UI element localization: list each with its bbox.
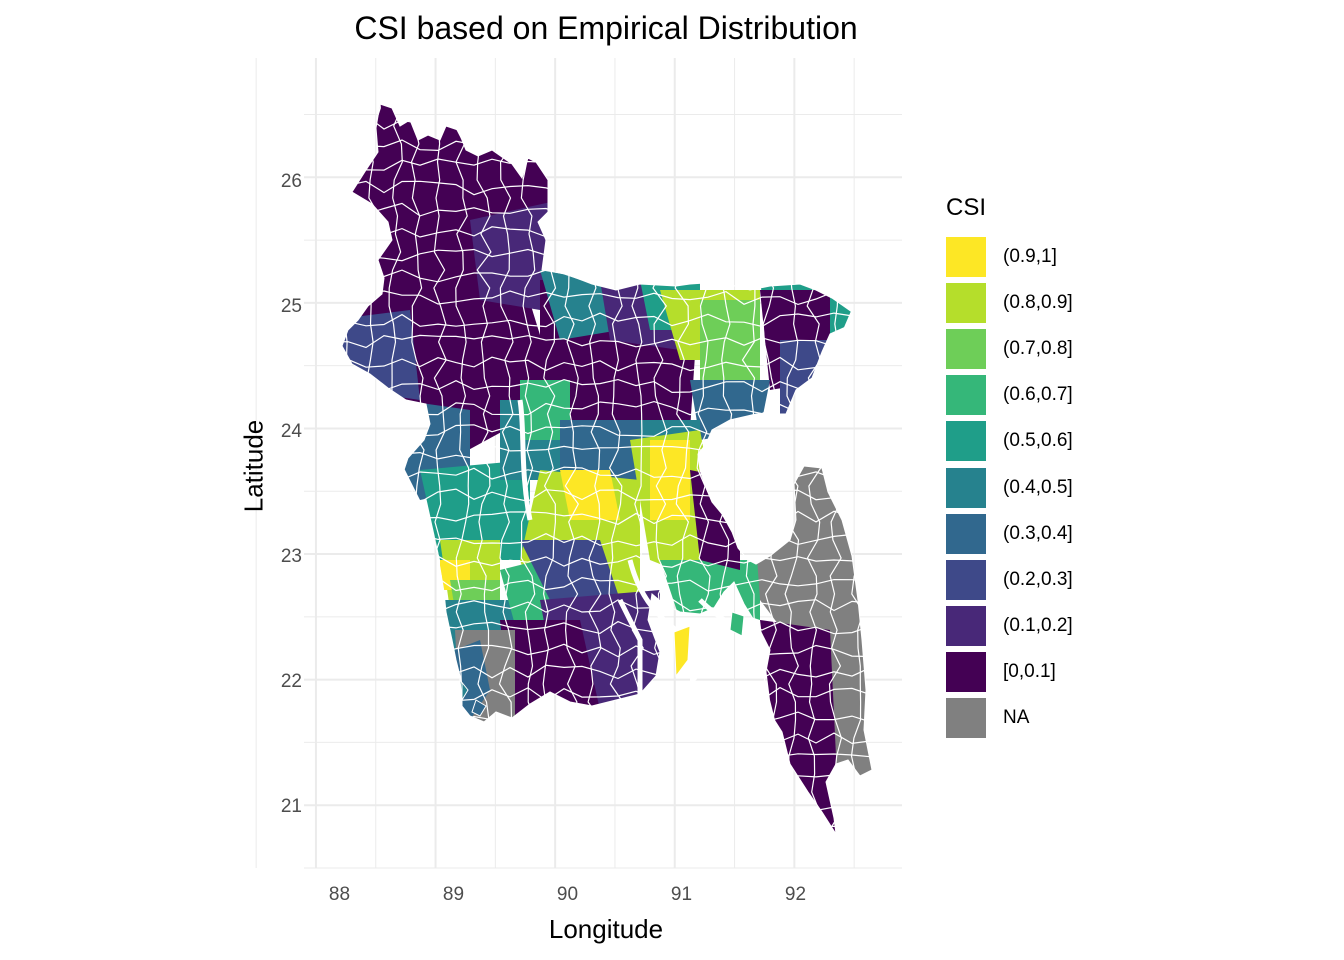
legend-label: (0.8,0.9]	[1003, 292, 1073, 314]
legend-label: (0.2,0.3]	[1003, 568, 1073, 590]
district-boundary	[342, 797, 871, 812]
legend-label: [0,0.1]	[1003, 660, 1056, 682]
legend-key-swatch	[946, 329, 986, 370]
y-tick-label: 23	[280, 546, 302, 567]
legend-item: (0.2,0.3]	[946, 557, 1073, 603]
legend-key-swatch	[946, 375, 986, 416]
y-tick-label: 21	[280, 796, 302, 817]
legend-item: [0,0.1]	[946, 649, 1073, 695]
map-region	[420, 460, 530, 560]
map-region	[540, 270, 620, 340]
legend-label: (0.5,0.6]	[1003, 430, 1073, 452]
legend-key-swatch	[946, 651, 986, 692]
legend: CSI (0.9,1] (0.8,0.9] (0.7,0.8] (0.6,0.7] (0…	[946, 194, 1073, 741]
legend-item: (0.8,0.9]	[946, 280, 1073, 326]
legend-title: CSI	[946, 194, 987, 221]
district-boundary	[718, 104, 734, 834]
legend-item: (0.1,0.2]	[946, 603, 1073, 649]
district-boundary	[476, 104, 492, 834]
legend-label: (0.7,0.8]	[1003, 338, 1073, 360]
map-region	[700, 300, 760, 390]
legend-key-swatch	[946, 467, 986, 508]
district-boundary	[342, 378, 871, 394]
district-boundary	[873, 90, 886, 846]
legend-label: (0.9,1]	[1003, 246, 1057, 268]
legend-label: (0.3,0.4]	[1003, 522, 1073, 544]
map-region	[342, 310, 420, 400]
y-tick-label: 24	[280, 421, 302, 442]
district-boundary	[342, 290, 871, 306]
district-boundary	[342, 818, 871, 834]
legend-key-swatch	[946, 559, 986, 600]
district-boundary	[762, 104, 778, 834]
island-region	[729, 611, 745, 637]
legend-item: (0.6,0.7]	[946, 372, 1073, 418]
district-boundary	[342, 104, 871, 107]
river-line	[617, 598, 643, 700]
district-boundary	[740, 104, 756, 834]
district-boundary	[342, 334, 871, 349]
legend-items: (0.9,1] (0.8,0.9] (0.7,0.8] (0.6,0.7] (0.5,0…	[946, 234, 1073, 741]
plot-title: CSI based on Empirical Distribution	[354, 10, 858, 46]
island-region	[673, 625, 691, 678]
legend-key-swatch	[946, 697, 986, 738]
y-axis-title: Latitude	[238, 419, 269, 513]
district-boundary	[342, 312, 871, 328]
legend-label: NA	[1003, 706, 1030, 728]
x-tick-label: 90	[556, 884, 579, 905]
river-line	[517, 399, 533, 521]
map-region	[520, 380, 570, 440]
legend-label: (0.1,0.2]	[1003, 614, 1073, 636]
river-line	[698, 598, 762, 643]
x-tick-label: 92	[784, 884, 807, 905]
district-boundary	[498, 104, 514, 834]
x-tick-label: 89	[442, 884, 465, 905]
legend-item: (0.4,0.5]	[946, 464, 1073, 510]
map-region	[760, 620, 840, 834]
legend-key-swatch	[946, 605, 986, 646]
island-region	[471, 699, 487, 717]
legend-item: (0.3,0.4]	[946, 511, 1073, 557]
x-tick-label: 91	[670, 884, 693, 905]
district-boundary	[342, 356, 871, 372]
legend-label: (0.6,0.7]	[1003, 384, 1073, 406]
map-region	[650, 440, 690, 520]
district-boundary	[323, 90, 337, 846]
legend-item: (0.9,1]	[946, 234, 1073, 280]
legend-item: NA	[946, 695, 1073, 741]
legend-key-swatch	[946, 513, 986, 554]
country-outline	[341, 103, 873, 835]
legend-key-swatch	[946, 421, 986, 462]
legend-label: (0.4,0.5]	[1003, 476, 1073, 498]
x-tick-label: 88	[328, 884, 351, 905]
y-tick-label: 25	[280, 296, 302, 317]
legend-item: (0.7,0.8]	[946, 326, 1073, 372]
legend-key-swatch	[946, 283, 986, 324]
y-tick-label: 22	[280, 671, 302, 692]
district-boundary	[342, 774, 871, 789]
y-tick-label: 26	[280, 171, 302, 192]
x-axis-title: Longitude	[548, 914, 664, 944]
district-boundary	[344, 104, 360, 834]
legend-item: (0.5,0.6]	[946, 418, 1073, 464]
legend-key-swatch	[946, 237, 986, 278]
map-region	[500, 620, 600, 720]
map-regions	[323, 90, 886, 846]
